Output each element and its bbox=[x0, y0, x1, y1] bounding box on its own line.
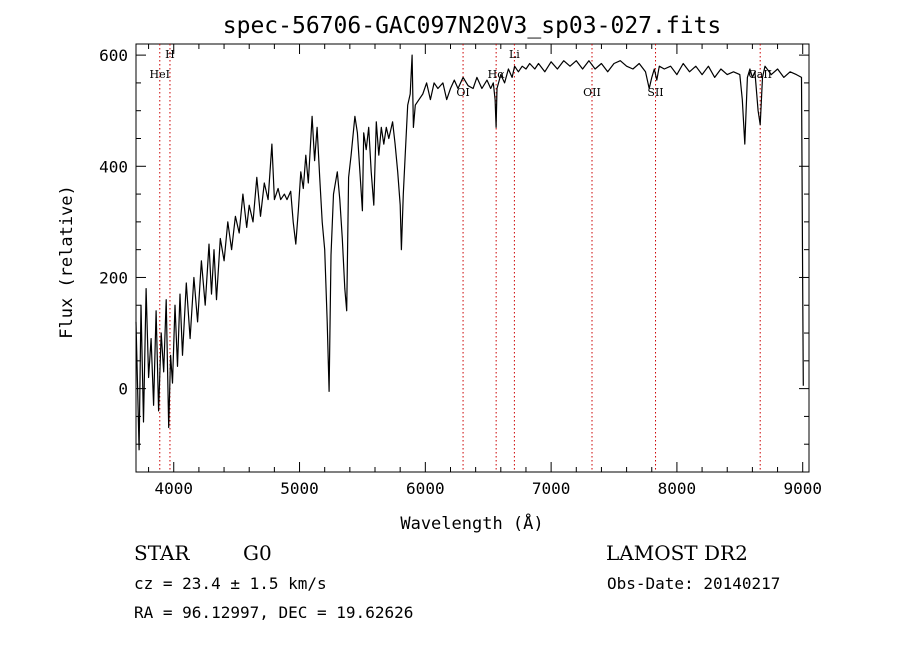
x-tick-label: 8000 bbox=[658, 479, 697, 498]
x-axis-label: Wavelength (Å) bbox=[400, 512, 543, 534]
y-tick-label: 400 bbox=[99, 157, 128, 176]
redshift-velocity: cz = 23.4 ± 1.5 km/s bbox=[134, 574, 327, 593]
line-label-oi: OI bbox=[456, 86, 469, 99]
line-label-h: H bbox=[165, 48, 175, 61]
plot-area: 4000 5000 6000 7000 8000 9000 0 200 400 600 H HeI OI… bbox=[99, 43, 822, 498]
x-tick-label: 9000 bbox=[783, 479, 822, 498]
line-label-caii: CaII bbox=[748, 68, 772, 81]
chart-title: spec-56706-GAC097N20V3_sp03-027.fits bbox=[223, 13, 722, 39]
line-label-hα: Hα bbox=[488, 68, 506, 81]
plot-frame bbox=[135, 43, 810, 473]
observation-date: Obs-Date: 20140217 bbox=[607, 574, 781, 593]
y-axis-label: Flux (relative) bbox=[57, 185, 77, 339]
coordinates: RA = 96.12997, DEC = 19.62626 bbox=[134, 603, 414, 622]
y-tick-label: 0 bbox=[118, 380, 128, 399]
line-label-oii: OII bbox=[583, 86, 601, 99]
y-tick-label: 200 bbox=[99, 268, 128, 287]
x-tick-label: 5000 bbox=[280, 479, 319, 498]
x-tick-label: 4000 bbox=[154, 479, 193, 498]
spectral-class: STAR bbox=[134, 541, 190, 565]
y-tick-label: 600 bbox=[99, 46, 128, 65]
spectrum-line bbox=[135, 54, 804, 451]
line-label-hei: HeI bbox=[150, 68, 170, 81]
line-label-li: Li bbox=[509, 48, 520, 61]
survey-name: LAMOST DR2 bbox=[606, 541, 748, 565]
x-tick-label: 6000 bbox=[406, 479, 445, 498]
line-label-sii: SII bbox=[647, 86, 663, 99]
spectral-subclass: G0 bbox=[243, 541, 272, 565]
x-tick-label: 7000 bbox=[532, 479, 571, 498]
